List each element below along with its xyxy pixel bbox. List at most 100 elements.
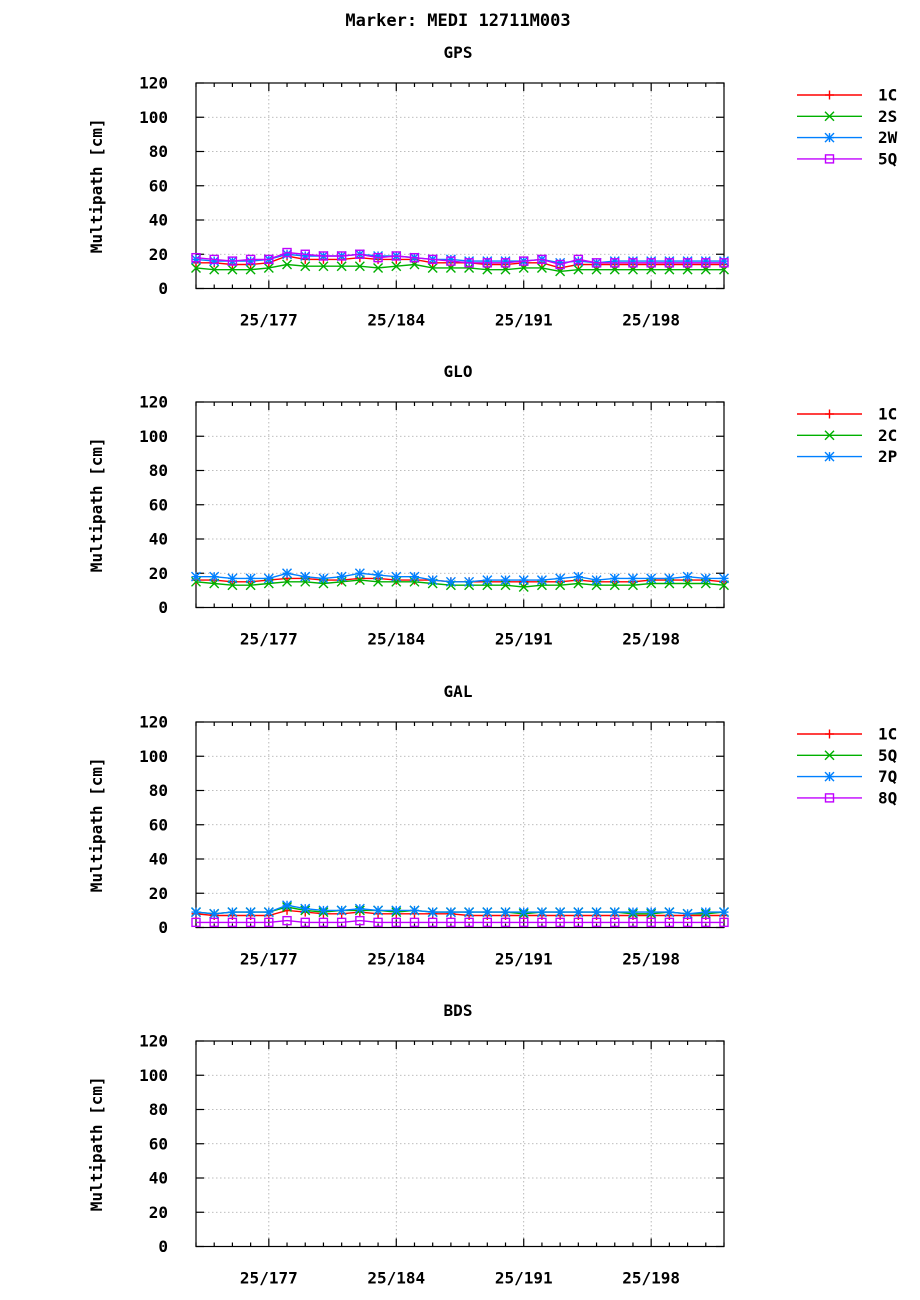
y-tick-label: 80 — [149, 461, 168, 480]
data-point — [591, 575, 602, 586]
data-point — [427, 262, 438, 273]
data-point — [519, 256, 529, 266]
data-point — [701, 258, 711, 268]
data-point — [300, 571, 311, 582]
legend-item-2p: 2P — [797, 447, 897, 466]
data-point — [609, 907, 620, 918]
data-point — [682, 571, 693, 582]
legend-marker — [824, 132, 835, 143]
panel-glo: GLO 0 20 40 60 80 100 120 25/177 25/184 25/191 25/1… — [87, 362, 897, 649]
x-tick-label: 25/184 — [367, 1269, 425, 1288]
legend-label: 2W — [878, 128, 898, 147]
data-point — [191, 254, 201, 265]
data-point — [664, 917, 675, 928]
data-point — [391, 571, 402, 582]
data-point — [318, 261, 329, 272]
data-point — [464, 917, 474, 928]
data-point — [245, 256, 256, 267]
data-point — [373, 905, 384, 916]
data-point — [518, 907, 529, 918]
data-point — [719, 573, 729, 584]
data-point — [282, 915, 292, 926]
y-tick-label: 100 — [139, 1066, 168, 1085]
data-point — [427, 917, 438, 928]
y-tick-label: 80 — [149, 1100, 168, 1119]
legend-label: 2P — [878, 447, 897, 466]
legend-item-5q: 5Q — [797, 149, 897, 168]
data-point — [191, 252, 201, 263]
data-point — [391, 917, 401, 928]
x-tick-label: 25/191 — [495, 950, 553, 969]
series-gal-7q — [191, 900, 729, 919]
data-point — [591, 258, 602, 268]
legend-label: 8Q — [878, 788, 897, 807]
legend-item-2w: 2W — [797, 128, 898, 147]
data-point — [318, 251, 329, 261]
data-point — [701, 917, 711, 928]
legend-marker — [825, 409, 834, 419]
data-point — [482, 907, 493, 918]
data-point — [300, 261, 311, 272]
x-tick-label: 25/191 — [495, 1269, 553, 1288]
y-axis-label: Multipath [cm] — [87, 1076, 106, 1211]
data-point — [282, 576, 293, 587]
data-point — [373, 250, 384, 261]
data-point — [646, 573, 657, 584]
data-point — [719, 258, 729, 268]
x-tick-label: 25/198 — [622, 630, 680, 649]
x-tick-label: 25/184 — [367, 630, 425, 649]
legend-marker — [824, 750, 835, 761]
series-line — [195, 909, 724, 917]
legend-item-8q: 8Q — [797, 788, 897, 807]
legend-label: 2S — [878, 107, 897, 126]
legend-item-2s: 2S — [797, 107, 897, 126]
y-tick-label: 60 — [149, 815, 168, 834]
data-point — [263, 262, 274, 273]
data-point — [245, 907, 256, 918]
data-point — [646, 907, 657, 918]
panel-title-bds: BDS — [444, 1001, 473, 1020]
data-point — [391, 261, 402, 272]
data-point — [573, 917, 584, 928]
data-point — [191, 262, 201, 273]
data-point — [282, 568, 293, 579]
data-point — [700, 256, 711, 267]
data-point — [555, 259, 565, 270]
x-tick-label: 25/191 — [495, 630, 553, 649]
x-tick-label: 25/184 — [367, 950, 425, 969]
data-point — [719, 256, 729, 267]
data-point — [209, 256, 220, 267]
y-tick-label: 80 — [149, 142, 168, 161]
legend-item-7q: 7Q — [797, 767, 897, 786]
y-tick-label: 120 — [139, 393, 168, 412]
data-point — [682, 917, 693, 928]
series-line — [195, 579, 725, 588]
data-point — [391, 251, 401, 261]
data-point — [373, 262, 384, 273]
series-glo-2c — [191, 575, 729, 592]
y-tick-label: 40 — [149, 530, 168, 549]
data-point — [318, 917, 329, 928]
data-point — [500, 256, 511, 267]
data-point — [646, 258, 656, 268]
y-tick-label: 0 — [158, 598, 168, 617]
data-point — [664, 258, 675, 268]
y-tick-label: 60 — [149, 495, 168, 514]
data-point — [409, 252, 420, 263]
data-point — [300, 249, 310, 259]
data-point — [336, 261, 347, 272]
data-point — [427, 907, 438, 918]
data-point — [264, 254, 274, 265]
legend-label: 1C — [878, 725, 897, 744]
data-point — [373, 917, 383, 928]
y-tick-label: 0 — [158, 1237, 168, 1256]
data-point — [500, 575, 511, 586]
data-point — [591, 907, 602, 918]
data-point — [409, 571, 420, 582]
data-point — [628, 258, 638, 268]
data-point — [573, 256, 584, 267]
data-point — [555, 907, 566, 918]
data-point — [464, 576, 475, 587]
y-tick-label: 100 — [139, 747, 168, 766]
x-tick-label: 25/177 — [240, 950, 298, 969]
